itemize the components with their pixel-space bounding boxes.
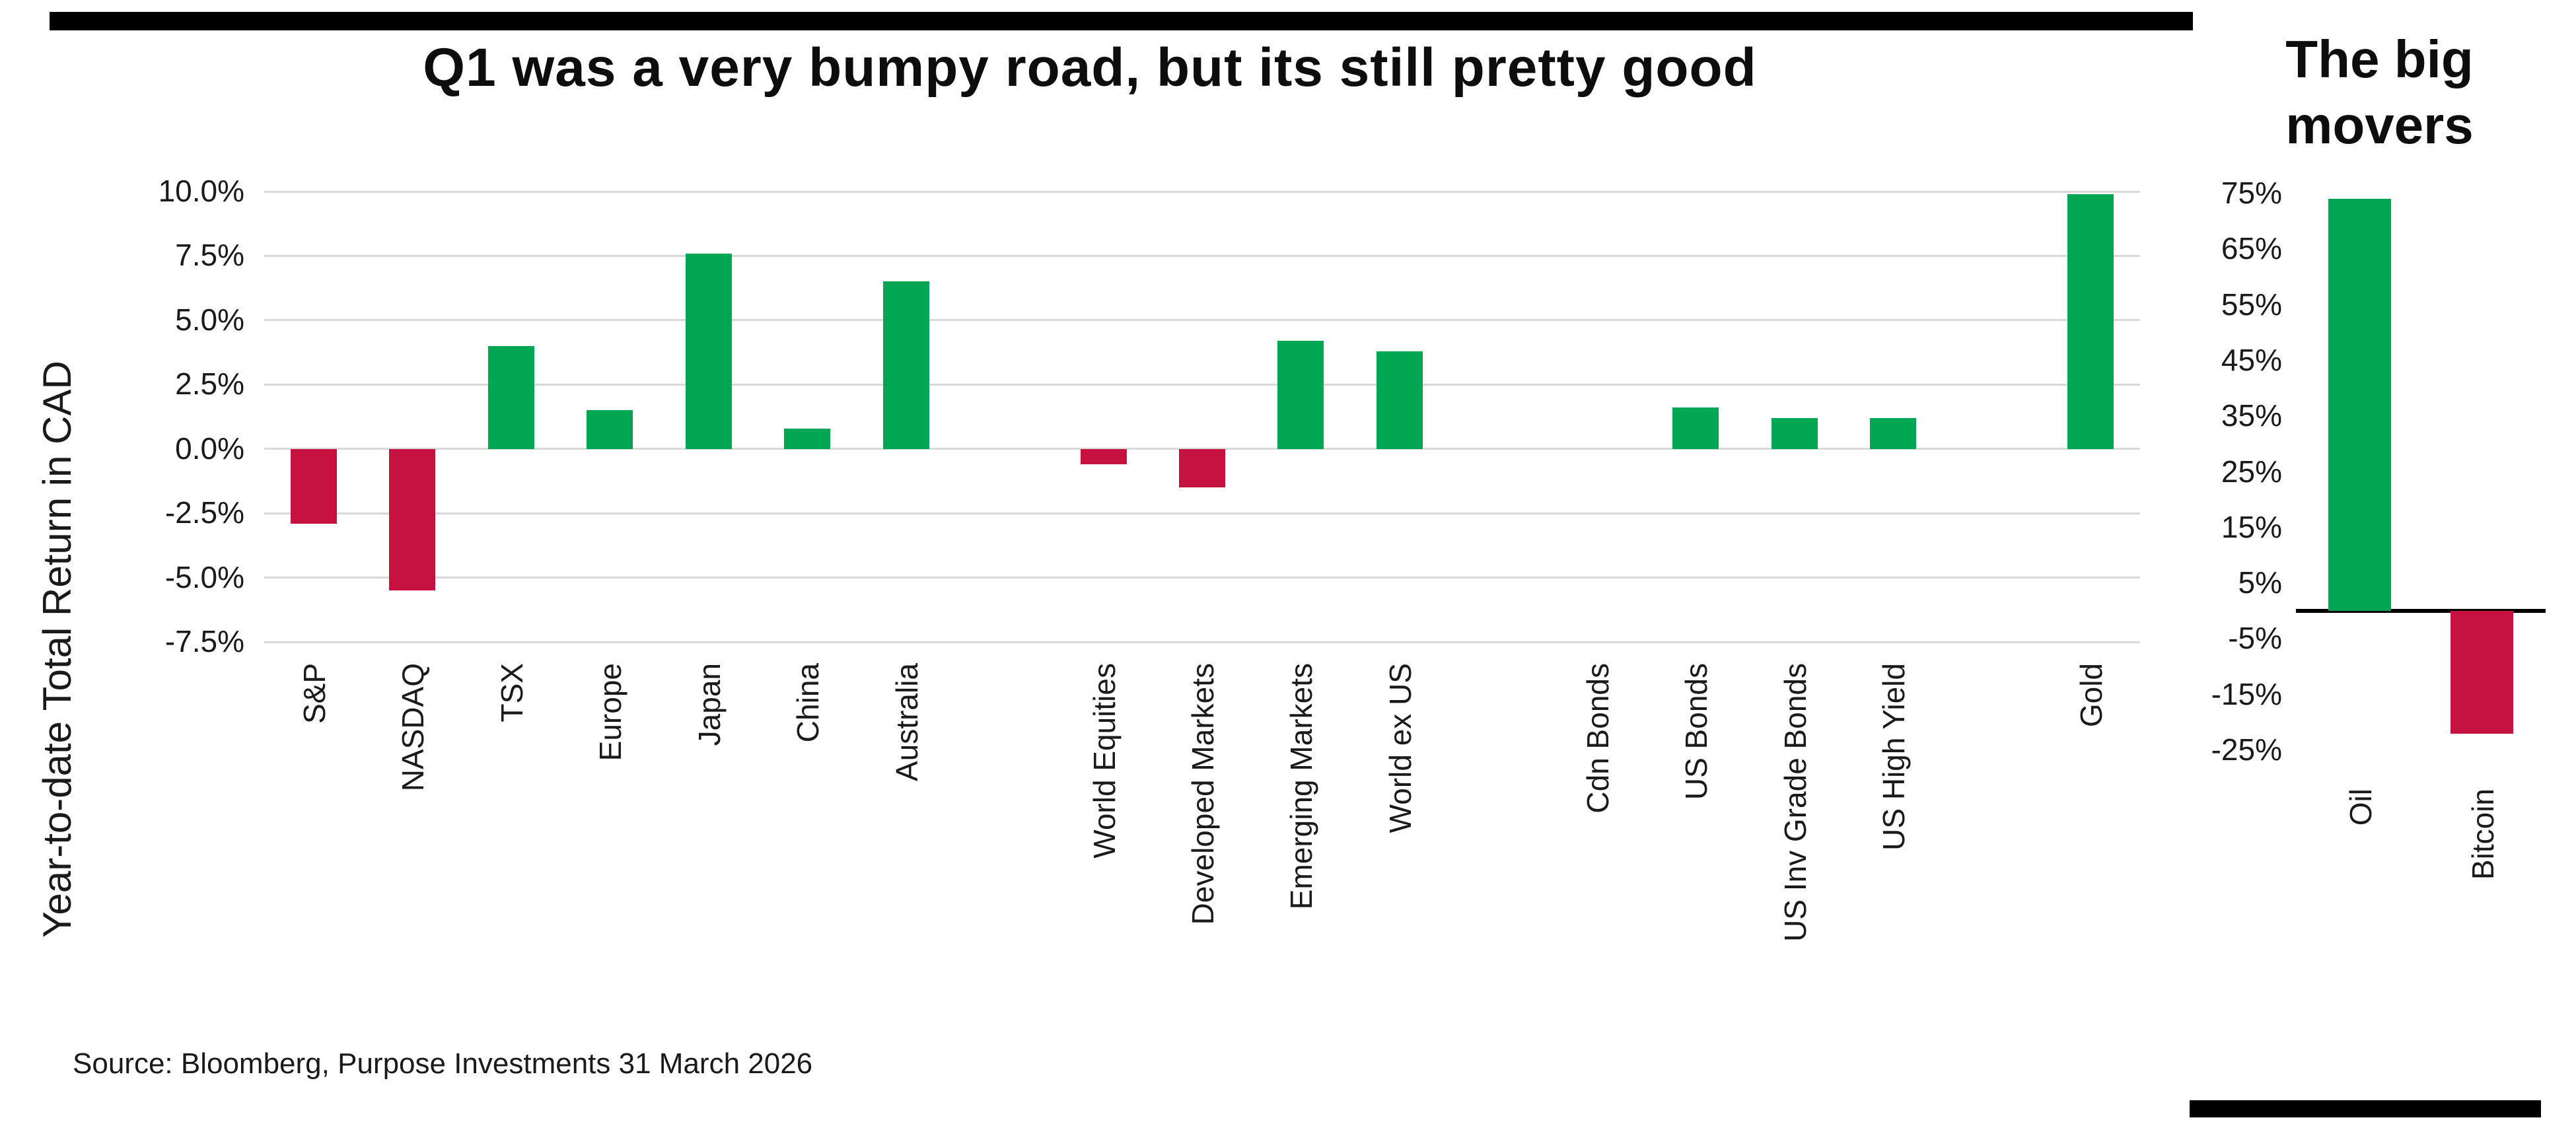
bar-japan	[685, 253, 732, 449]
y-tick-label: -7.5%	[164, 624, 244, 658]
category-label-tsx: TSX	[494, 663, 529, 723]
category-label-world-ex-us: World ex US	[1382, 663, 1417, 833]
y-tick-label: 15%	[2221, 509, 2282, 544]
gridline	[264, 254, 2140, 257]
bar-nasdaq	[389, 448, 436, 591]
y-tick-label: -25%	[2211, 732, 2282, 767]
y-tick-label: 5.0%	[175, 302, 244, 337]
gridline	[264, 512, 2140, 514]
side-chart-category-labels: Oil Bitcoin	[2299, 789, 2543, 1066]
side-chart-y-ticks: 75% 65% 55% 45% 35% 25% 15% 5% -5% -15% -25%	[2140, 176, 2282, 788]
bar-world-equities	[1080, 448, 1127, 465]
gridline	[264, 383, 2140, 386]
gridline	[264, 641, 2140, 643]
y-tick-label: 7.5%	[175, 238, 244, 273]
bar-oil	[2328, 199, 2391, 612]
y-tick-label: 65%	[2221, 231, 2282, 266]
category-label-nasdaq: NASDAQ	[396, 663, 431, 792]
main-chart-category-labels: S&P NASDAQ TSX Europe Japan China Australia Wor…	[264, 663, 2140, 1059]
y-tick-label: -5%	[2228, 621, 2282, 656]
y-tick-label: 25%	[2221, 454, 2282, 489]
y-tick-label: 35%	[2221, 398, 2282, 433]
category-label-s-p: S&P	[297, 663, 332, 724]
category-label-oil: Oil	[2343, 789, 2378, 826]
bar-us-inv-grade-bonds	[1771, 417, 1818, 449]
y-tick-label: -2.5%	[164, 495, 244, 530]
top-divider-rule	[50, 12, 2193, 30]
category-label-world-equities: World Equities	[1087, 663, 1122, 859]
category-label-bitcoin: Bitcoin	[2465, 789, 2500, 880]
y-tick-label: 0.0%	[175, 431, 244, 466]
bar-emerging-markets	[1277, 341, 1324, 449]
bar-tsx	[487, 345, 534, 449]
category-label-china: China	[791, 663, 826, 743]
side-chart-plot-area	[2296, 194, 2546, 750]
category-label-cdn-bonds: Cdn Bonds	[1580, 663, 1615, 814]
category-label-us-inv-grade-bonds: US Inv Grade Bonds	[1777, 663, 1812, 942]
bar-world-ex-us	[1376, 351, 1423, 449]
y-tick-label: 5%	[2238, 565, 2282, 600]
main-chart-title: Q1 was a very bumpy road, but its still …	[423, 38, 1757, 98]
gridline	[264, 319, 2140, 322]
bar-europe	[587, 410, 633, 449]
category-label-emerging-markets: Emerging Markets	[1284, 663, 1319, 910]
bottom-divider-rule	[2190, 1100, 2541, 1117]
bar-australia	[882, 281, 929, 449]
side-chart-title: The big movers	[2285, 30, 2474, 155]
category-label-japan: Japan	[692, 663, 727, 746]
y-tick-label: 2.5%	[175, 367, 244, 402]
category-label-us-bonds: US Bonds	[1679, 663, 1714, 800]
bar-s-p	[290, 448, 337, 524]
y-tick-label: 55%	[2221, 287, 2282, 322]
bar-us-bonds	[1672, 407, 1719, 449]
bar-bitcoin	[2451, 611, 2513, 734]
y-tick-label: 10.0%	[158, 174, 244, 208]
y-tick-label: -15%	[2211, 676, 2282, 711]
bar-gold	[2067, 194, 2114, 449]
gridline	[264, 190, 2140, 193]
y-tick-label: 75%	[2221, 176, 2282, 210]
category-label-us-high-yield: US High Yield	[1877, 663, 1912, 851]
y-tick-label: -5.0%	[164, 559, 244, 594]
zero-axis-line	[2296, 609, 2546, 614]
category-label-developed-markets: Developed Markets	[1186, 663, 1220, 925]
y-tick-label: 45%	[2221, 342, 2282, 377]
main-chart-plot-area	[264, 190, 2140, 643]
bar-us-high-yield	[1870, 417, 1917, 449]
bar-developed-markets	[1179, 448, 1225, 488]
category-label-gold: Gold	[2074, 663, 2109, 728]
source-attribution: Source: Bloomberg, Purpose Investments 3…	[73, 1047, 813, 1080]
main-chart-y-ticks: 10.0% 7.5% 5.0% 2.5% 0.0% -2.5% -5.0% -7.5%	[66, 174, 244, 687]
category-label-australia: Australia	[889, 663, 924, 781]
gridline	[264, 577, 2140, 579]
category-label-europe: Europe	[593, 663, 628, 761]
bar-china	[784, 428, 831, 449]
